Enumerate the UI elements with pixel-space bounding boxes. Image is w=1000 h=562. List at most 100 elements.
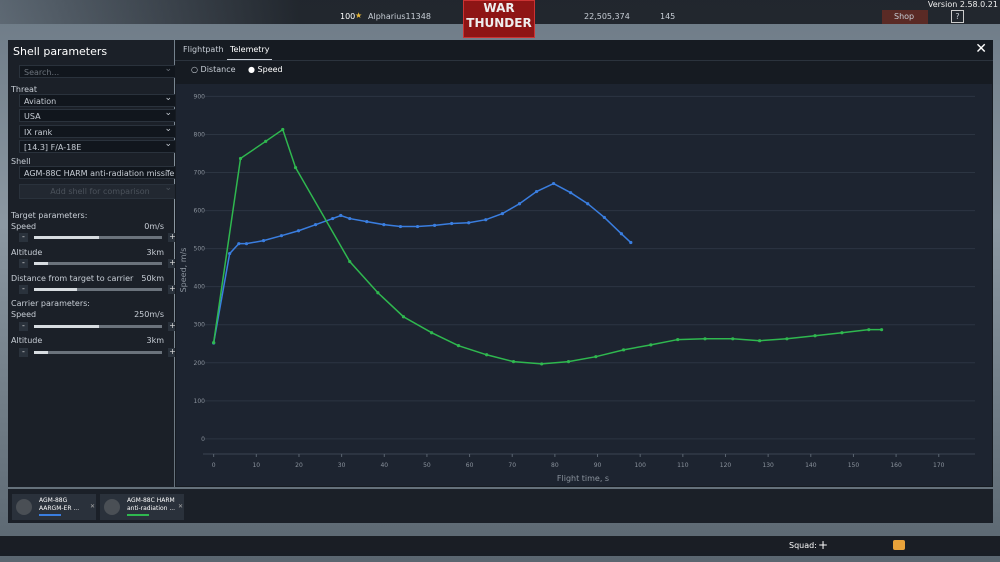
- param-row: Altitude 3km: [11, 248, 169, 257]
- y-tick-label: 200: [194, 360, 206, 367]
- data-point: [281, 127, 285, 132]
- shell-icon: [16, 499, 32, 515]
- tab[interactable]: Flightpath: [183, 45, 224, 54]
- y-tick-label: 800: [194, 131, 206, 138]
- slider[interactable]: - +: [19, 233, 177, 242]
- divider: [175, 60, 993, 61]
- param-row: Speed 250m/s: [11, 310, 169, 319]
- x-tick-label: 90: [594, 462, 602, 469]
- param-value: 250m/s: [134, 310, 164, 319]
- radio-label: Distance: [200, 65, 236, 74]
- x-tick-label: 50: [423, 462, 431, 469]
- data-point: [703, 337, 707, 341]
- slider[interactable]: - +: [19, 348, 177, 357]
- data-point: [813, 334, 817, 338]
- x-tick-label: 20: [295, 462, 303, 469]
- data-point: [430, 331, 434, 335]
- data-point: [758, 339, 762, 343]
- data-point: [500, 212, 505, 216]
- gold: 145: [660, 12, 676, 21]
- data-point: [867, 328, 871, 332]
- data-point: [415, 224, 420, 229]
- data-point: [348, 216, 352, 221]
- y-tick-label: 400: [194, 284, 206, 291]
- x-tick-label: 150: [848, 462, 860, 469]
- select[interactable]: Aviation: [19, 92, 177, 107]
- data-point: [450, 221, 454, 226]
- tab-active[interactable]: Telemetry: [227, 45, 273, 61]
- x-tick-label: 10: [252, 462, 260, 469]
- legend-card[interactable]: AGM-88C HARM anti-radiation ... ✕: [100, 494, 184, 520]
- search-box[interactable]: Search...: [19, 63, 177, 78]
- data-point: [467, 221, 471, 225]
- data-point: [264, 139, 268, 143]
- y-tick-label: 0: [201, 436, 205, 443]
- y-tick-label: 100: [194, 398, 206, 405]
- add-squad[interactable]: +: [818, 538, 829, 552]
- data-point: [401, 315, 406, 319]
- x-tick-label: 70: [508, 462, 516, 469]
- squad-label: Squad:: [789, 541, 817, 550]
- label: Carrier parameters:: [11, 299, 90, 308]
- data-point: [237, 242, 241, 246]
- data-point: [534, 189, 539, 194]
- data-point: [621, 348, 626, 352]
- label: Shell: [11, 157, 31, 166]
- shop-button[interactable]: Shop: [882, 10, 928, 24]
- y-axis-label: Speed, m/s: [179, 248, 188, 293]
- data-point: [279, 234, 284, 238]
- x-tick-label: 130: [762, 462, 774, 469]
- select[interactable]: [14.3] F/A-18E: [19, 138, 177, 153]
- param-label: Speed: [11, 222, 37, 231]
- data-point: [348, 259, 352, 264]
- param-row: Speed 0m/s: [11, 222, 169, 231]
- remove-button[interactable]: ✕: [90, 503, 96, 510]
- y-tick-label: 700: [194, 170, 206, 177]
- label: Threat: [11, 85, 38, 94]
- legend-swatch: [39, 514, 61, 516]
- y-tick-label: 600: [194, 208, 206, 215]
- shell-icon: [104, 499, 120, 515]
- parameters-panel: Shell parameters Search... Threat Aviati…: [8, 40, 177, 487]
- version: Version 2.58.0.21: [927, 0, 998, 9]
- remove-button[interactable]: ✕: [178, 503, 184, 510]
- param-label: Altitude: [11, 336, 43, 345]
- radio-selected[interactable]: ● Speed: [248, 65, 283, 74]
- legend-card[interactable]: AGM-88G AARGM-ER ... ✕: [12, 494, 96, 520]
- series-line: [212, 182, 632, 344]
- x-tick-label: 160: [890, 462, 902, 469]
- param-value: 3km: [146, 336, 164, 345]
- radio[interactable]: ○ Distance: [191, 65, 236, 74]
- select[interactable]: USA: [19, 107, 177, 122]
- data-point: [586, 202, 590, 206]
- data-point: [602, 215, 606, 220]
- add-button[interactable]: Add shell for comparison: [19, 182, 177, 199]
- param-value: 50km: [141, 274, 164, 283]
- legend-name: AGM-88C HARM: [127, 497, 175, 504]
- help-button[interactable]: ?: [951, 10, 964, 23]
- data-point: [594, 355, 598, 359]
- series-line: [212, 128, 882, 365]
- radio-label: Speed: [257, 65, 283, 74]
- param-value: 0m/s: [144, 222, 164, 231]
- x-tick-label: 100: [634, 462, 646, 469]
- param-label: Altitude: [11, 248, 43, 257]
- data-point: [314, 223, 318, 227]
- select[interactable]: AGM-88C HARM anti-radiation missile: [19, 164, 177, 179]
- data-point: [212, 341, 216, 345]
- data-point: [731, 337, 735, 341]
- slider[interactable]: - +: [19, 259, 177, 268]
- logo[interactable]: WAR THUNDER: [463, 0, 535, 38]
- slider[interactable]: - +: [19, 285, 177, 294]
- data-point: [365, 220, 369, 224]
- data-point: [485, 353, 489, 357]
- data-point: [261, 239, 266, 243]
- close-button[interactable]: ✕: [975, 41, 987, 57]
- username[interactable]: Alpharius11348: [368, 12, 431, 21]
- select[interactable]: IX rank: [19, 123, 177, 138]
- param-label: Distance from target to carrier: [11, 274, 134, 283]
- data-point: [629, 240, 633, 245]
- mail-icon[interactable]: [893, 540, 905, 550]
- slider[interactable]: - +: [19, 322, 177, 331]
